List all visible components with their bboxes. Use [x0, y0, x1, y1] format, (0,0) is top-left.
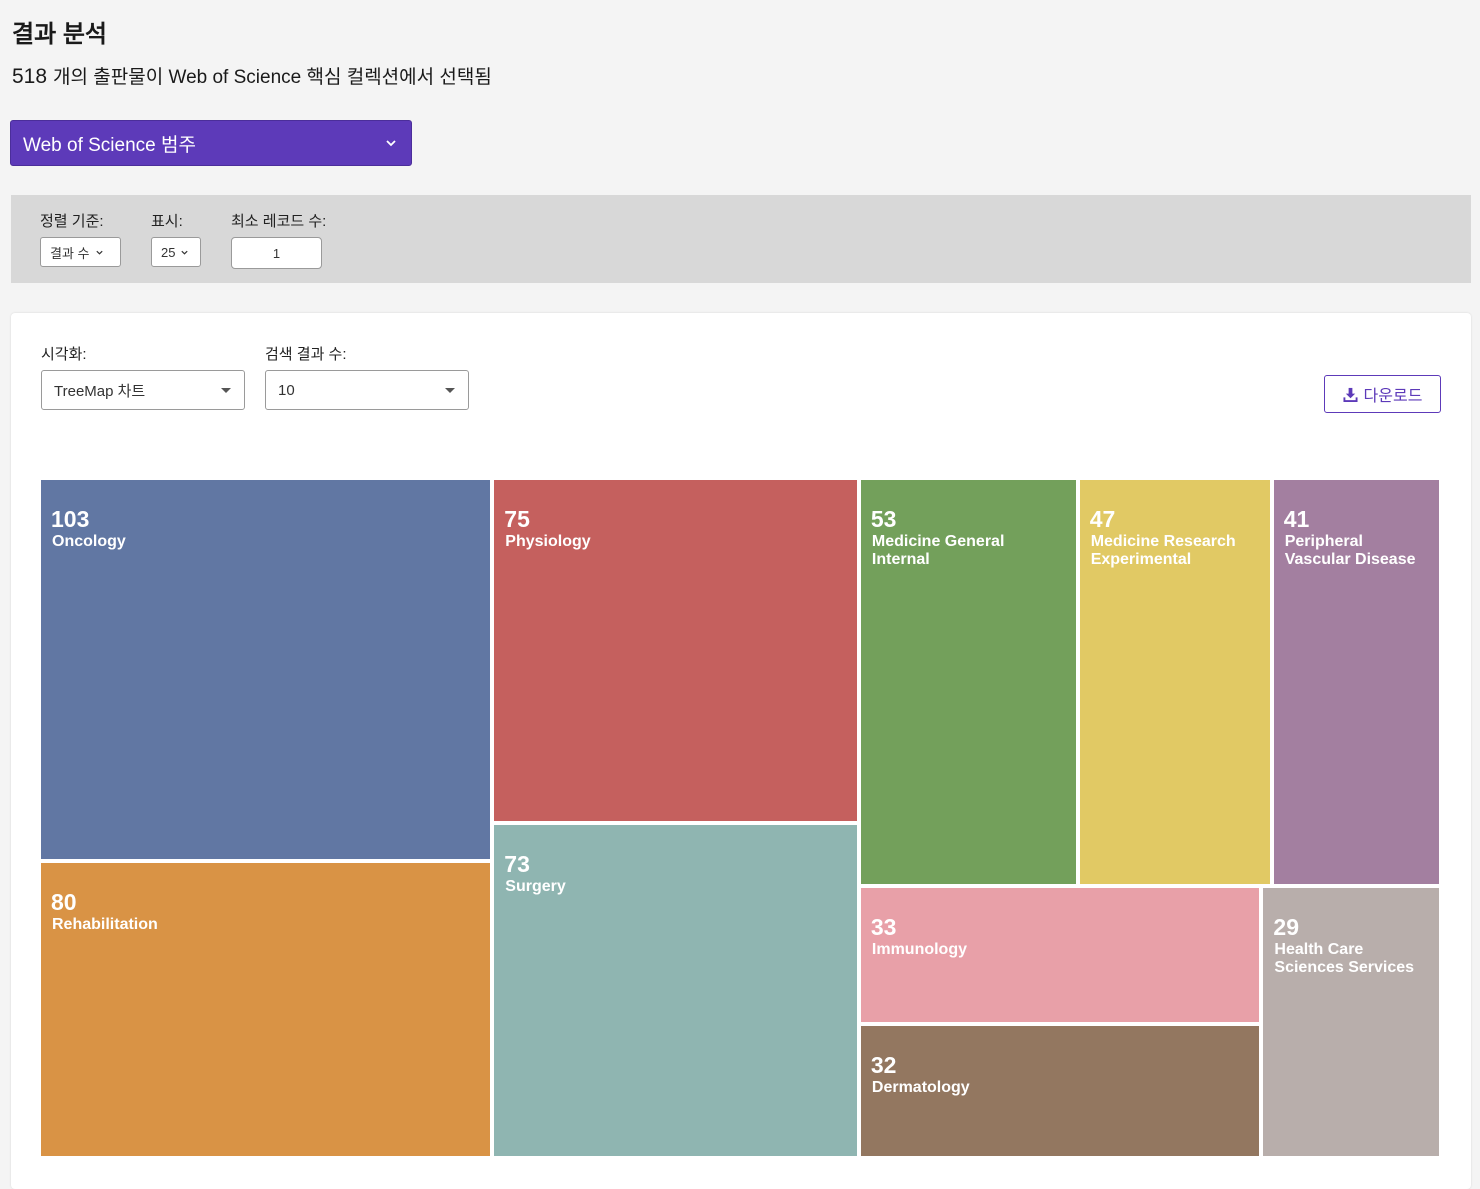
treemap-chart: 103 Oncology 80 Rehabilitation 75 Physiology 7…	[41, 480, 1443, 1160]
download-button[interactable]: 다운로드	[1324, 375, 1441, 413]
treemap-cell[interactable]: 33 Immunology	[860, 888, 1260, 1023]
download-label: 다운로드	[1363, 388, 1423, 405]
results-count-label: 검색 결과 수:	[265, 346, 347, 363]
results-count-value: 10	[278, 381, 295, 399]
chevron-down-icon	[95, 250, 103, 255]
treemap-cell-value: 53	[870, 506, 897, 532]
treemap-cell-value: 73	[504, 850, 530, 877]
visualization-label: 시각화:	[41, 346, 87, 363]
caret-down-icon	[445, 387, 455, 393]
results-summary-text: 개의 출판물이 Web of Science 핵심 컬렉션에서 선택됨	[53, 67, 492, 88]
treemap-cell-label: Physiology	[505, 533, 591, 550]
treemap-cell-value: 41	[1283, 506, 1310, 532]
page-title: 결과 분석	[12, 21, 107, 48]
treemap-cell-label: Dermatology	[871, 1079, 970, 1097]
treemap-cell[interactable]: 103 Oncology	[41, 480, 491, 859]
results-count-select[interactable]: 10	[265, 370, 469, 410]
download-icon	[1343, 387, 1358, 402]
visualization-panel: 시각화: TreeMap 차트 검색 결과 수: 10 다운로드 103 Onco…	[11, 313, 1471, 1189]
result-count: 518	[12, 65, 48, 88]
show-filter: 표시: 25	[151, 210, 201, 267]
treemap-cell[interactable]: 80 Rehabilitation	[41, 862, 491, 1156]
visualization-value: TreeMap 차트	[54, 382, 146, 400]
filter-bar: 정렬 기준: 결과 수 표시: 25 최소 레코드 수: 1	[11, 195, 1471, 283]
treemap-cell-label: Medicine Research Experimental	[1090, 533, 1236, 568]
treemap-cell-value: 32	[870, 1052, 897, 1079]
treemap-cell[interactable]: 41 Peripheral Vascular Disease	[1273, 480, 1439, 884]
treemap-cell-label: Rehabilitation	[52, 915, 158, 933]
visualization-select[interactable]: TreeMap 차트	[41, 370, 245, 410]
min-records-label: 최소 레코드 수:	[231, 213, 327, 230]
treemap-cell-label: Surgery	[505, 877, 566, 895]
sort-label: 정렬 기준:	[40, 213, 104, 230]
results-count-field: 검색 결과 수: 10	[265, 343, 469, 410]
sort-select[interactable]: 결과 수	[40, 237, 121, 267]
show-select[interactable]: 25	[151, 237, 201, 267]
treemap-cell[interactable]: 73 Surgery	[494, 824, 857, 1156]
visualization-field: 시각화: TreeMap 차트	[41, 343, 245, 410]
results-summary: 518 개의 출판물이 Web of Science 핵심 컬렉션에서 선택됨	[12, 62, 492, 89]
treemap-cell-label: Medicine General Internal	[871, 533, 1005, 568]
min-records-input[interactable]: 1	[231, 237, 322, 269]
show-label: 표시:	[151, 213, 183, 230]
treemap-cell-value: 75	[504, 506, 530, 532]
treemap-cell-label: Health Care Sciences Services	[1274, 941, 1415, 976]
treemap-cell-value: 47	[1089, 506, 1116, 532]
treemap-cell-value: 33	[870, 914, 897, 940]
field-select-label: Web of Science 범주	[23, 134, 196, 156]
sort-filter: 정렬 기준: 결과 수	[40, 210, 121, 267]
field-select-dropdown[interactable]: Web of Science 범주	[10, 120, 412, 166]
caret-down-icon	[221, 387, 231, 393]
treemap-cell[interactable]: 32 Dermatology	[860, 1026, 1260, 1156]
treemap-cell-value: 80	[51, 888, 77, 915]
treemap-cell-value: 29	[1273, 914, 1299, 940]
treemap-cell[interactable]: 29 Health Care Sciences Services	[1263, 888, 1439, 1156]
sort-value: 결과 수	[50, 245, 90, 261]
treemap-cell-label: Oncology	[52, 533, 126, 550]
treemap-cell-value: 103	[51, 506, 90, 532]
chevron-down-icon	[181, 250, 189, 255]
treemap-cell-label: Peripheral Vascular Disease	[1284, 533, 1416, 568]
chevron-down-icon	[386, 140, 396, 147]
treemap-cell-label: Immunology	[871, 941, 967, 958]
min-records-filter: 최소 레코드 수: 1	[231, 210, 326, 269]
treemap-cell[interactable]: 53 Medicine General Internal	[860, 480, 1076, 884]
treemap-cell[interactable]: 47 Medicine Research Experimental	[1079, 480, 1270, 884]
treemap-cell[interactable]: 75 Physiology	[494, 480, 857, 821]
show-value: 25	[161, 244, 176, 260]
